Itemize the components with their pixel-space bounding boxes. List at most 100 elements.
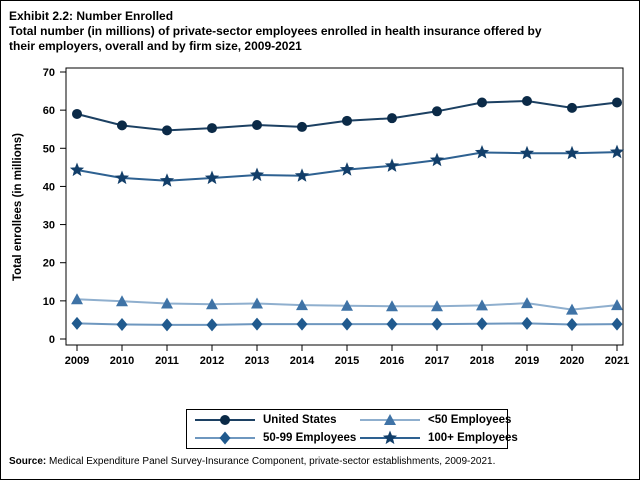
series-marker-100-employees xyxy=(474,145,490,159)
series-marker--50-employees xyxy=(341,299,353,311)
series-marker--50-employees xyxy=(296,299,308,311)
y-tick-label: 30 xyxy=(43,220,55,232)
series-marker-100-employees xyxy=(519,145,535,160)
series-line-united-states xyxy=(76,99,618,132)
series-marker-united-states xyxy=(162,125,172,136)
series-marker-united-states xyxy=(207,123,217,134)
series-marker-united-states xyxy=(297,121,307,132)
series-marker--50-employees xyxy=(206,298,218,310)
legend-item-under-50-employees: <50 Employees xyxy=(358,412,518,428)
series-marker-100-employees xyxy=(204,170,220,185)
legend-marker-star-icon xyxy=(382,430,398,445)
100-plus-employees-line-marker-icon xyxy=(360,430,420,445)
x-tick-label: 2011 xyxy=(155,355,179,367)
series-marker-50-99-employees xyxy=(296,317,308,331)
legend-label-100-plus-employees: 100+ Employees xyxy=(428,432,518,444)
x-tick-label: 2009 xyxy=(65,355,89,367)
series-marker-50-99-employees xyxy=(161,318,173,332)
series-marker-united-states xyxy=(432,106,442,117)
series-marker--50-employees xyxy=(71,293,83,305)
series-marker-united-states xyxy=(477,97,487,108)
y-tick-label: 70 xyxy=(43,67,55,79)
source-text: Medical Expenditure Panel Survey-Insuran… xyxy=(46,456,496,467)
series-marker-50-99-employees xyxy=(116,318,128,331)
under-50-employees-line-marker-icon xyxy=(360,414,420,425)
series-marker-united-states xyxy=(567,102,577,113)
legend-marker-diamond-icon xyxy=(219,431,231,445)
chart-title: Exhibit 2.2: Number Enrolled Total numbe… xyxy=(9,9,629,54)
series-marker-100-employees xyxy=(609,144,625,159)
title-line-1: Exhibit 2.2: Number Enrolled xyxy=(9,9,174,23)
series-marker-100-employees xyxy=(429,152,445,167)
series-marker--50-employees xyxy=(116,295,128,307)
series-marker-50-99-employees xyxy=(341,317,353,331)
legend-label-united-states: United States xyxy=(263,414,337,426)
y-tick-label: 50 xyxy=(43,143,55,155)
series-marker-100-employees xyxy=(69,162,85,177)
source-note: Source: Medical Expenditure Panel Survey… xyxy=(9,456,495,467)
series-marker-100-employees xyxy=(249,167,265,182)
series-marker--50-employees xyxy=(566,303,578,315)
series-marker-united-states xyxy=(342,115,352,126)
y-tick-label: 60 xyxy=(43,105,55,117)
series-marker-united-states xyxy=(252,120,262,131)
y-tick-label: 0 xyxy=(49,334,55,346)
series-marker--50-employees xyxy=(431,300,443,312)
legend-marker-circle-icon xyxy=(220,415,230,425)
legend-label-under-50-employees: <50 Employees xyxy=(428,414,512,426)
series-marker-united-states xyxy=(387,113,397,124)
series-marker--50-employees xyxy=(476,299,488,311)
series-marker-50-99-employees xyxy=(206,318,218,332)
series-marker-100-employees xyxy=(564,145,580,160)
series-marker-100-employees xyxy=(159,173,175,187)
series-marker-100-employees xyxy=(384,158,400,172)
x-tick-label: 2017 xyxy=(425,355,449,367)
x-tick-label: 2014 xyxy=(290,355,315,367)
x-tick-label: 2020 xyxy=(560,355,584,367)
title-line-2: Total number (in millions) of private-se… xyxy=(9,24,542,38)
series-marker-united-states xyxy=(72,108,82,119)
series-marker-50-99-employees xyxy=(521,316,533,330)
y-tick-label: 40 xyxy=(43,181,55,193)
series-marker-50-99-employees xyxy=(71,316,83,330)
x-tick-label: 2016 xyxy=(380,355,404,367)
series-marker--50-employees xyxy=(386,300,398,312)
enrollment-line-chart: 0 10 20 30 40 50 60 70 Total enrollees (in milli… xyxy=(12,67,629,367)
series-marker-united-states xyxy=(117,120,127,131)
x-tick-label: 2021 xyxy=(605,355,629,367)
series-marker-50-99-employees xyxy=(566,318,578,331)
series-marker-100-employees xyxy=(114,170,130,185)
x-tick-label: 2012 xyxy=(200,355,224,367)
legend-item-100-plus-employees: 100+ Employees xyxy=(358,430,518,446)
plot-border xyxy=(65,67,624,346)
x-tick-label: 2015 xyxy=(335,355,359,367)
title-line-3: their employers, overall and by firm siz… xyxy=(9,39,302,53)
series-marker-50-99-employees xyxy=(611,317,623,331)
x-tick-label: 2013 xyxy=(245,355,269,367)
series-marker--50-employees xyxy=(611,299,623,311)
series-marker--50-employees xyxy=(161,297,173,309)
50-99-employees-line-marker-icon xyxy=(195,431,255,445)
y-tick-label: 20 xyxy=(43,258,55,270)
legend-item-50-99-employees: 50-99 Employees xyxy=(193,430,358,446)
legend-label-50-99-employees: 50-99 Employees xyxy=(263,432,357,444)
series-marker-100-employees xyxy=(339,162,355,176)
legend-item-united-states: United States xyxy=(193,412,358,428)
series-marker--50-employees xyxy=(251,297,263,309)
series-marker-50-99-employees xyxy=(386,317,398,331)
series-marker-50-99-employees xyxy=(431,317,443,331)
y-axis-title: Total enrollees (in millions) xyxy=(12,133,24,281)
legend-marker-triangle-icon xyxy=(384,414,396,425)
chart-legend: United States <50 Employees 50-99 Employ… xyxy=(186,409,518,449)
x-tick-label: 2019 xyxy=(515,355,539,367)
series-marker-100-employees xyxy=(294,168,310,182)
source-label: Source: xyxy=(9,456,47,467)
series-marker-50-99-employees xyxy=(476,317,488,331)
series-marker-50-99-employees xyxy=(251,317,263,331)
united-states-line-marker-icon xyxy=(195,415,255,425)
x-tick-label: 2010 xyxy=(110,355,134,367)
series-marker--50-employees xyxy=(521,297,533,309)
series-marker-united-states xyxy=(522,95,532,106)
x-tick-label: 2018 xyxy=(470,355,494,367)
